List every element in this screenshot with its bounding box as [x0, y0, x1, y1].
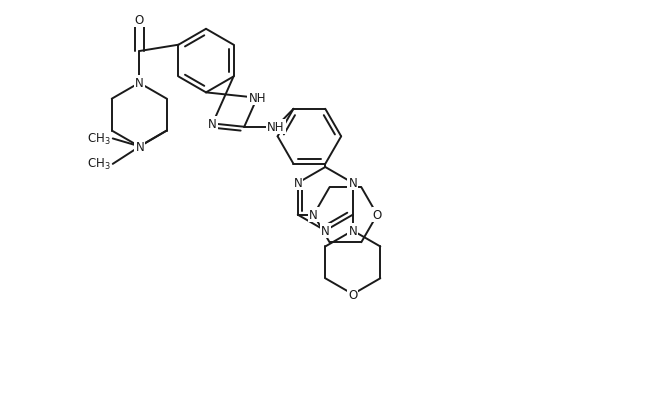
- Text: N: N: [135, 77, 144, 90]
- Text: N: N: [321, 225, 330, 238]
- Text: N: N: [348, 177, 358, 190]
- Text: NH: NH: [248, 92, 266, 105]
- Text: O: O: [135, 14, 144, 27]
- Text: O: O: [348, 288, 358, 301]
- Text: O: O: [372, 209, 382, 222]
- Text: N: N: [135, 141, 144, 153]
- Text: N: N: [348, 225, 358, 238]
- Text: NH: NH: [267, 121, 285, 134]
- Text: CH$_3$: CH$_3$: [87, 157, 111, 172]
- Text: N: N: [309, 209, 318, 222]
- Text: N: N: [293, 177, 302, 190]
- Text: N: N: [208, 118, 217, 130]
- Text: CH$_3$: CH$_3$: [87, 132, 111, 147]
